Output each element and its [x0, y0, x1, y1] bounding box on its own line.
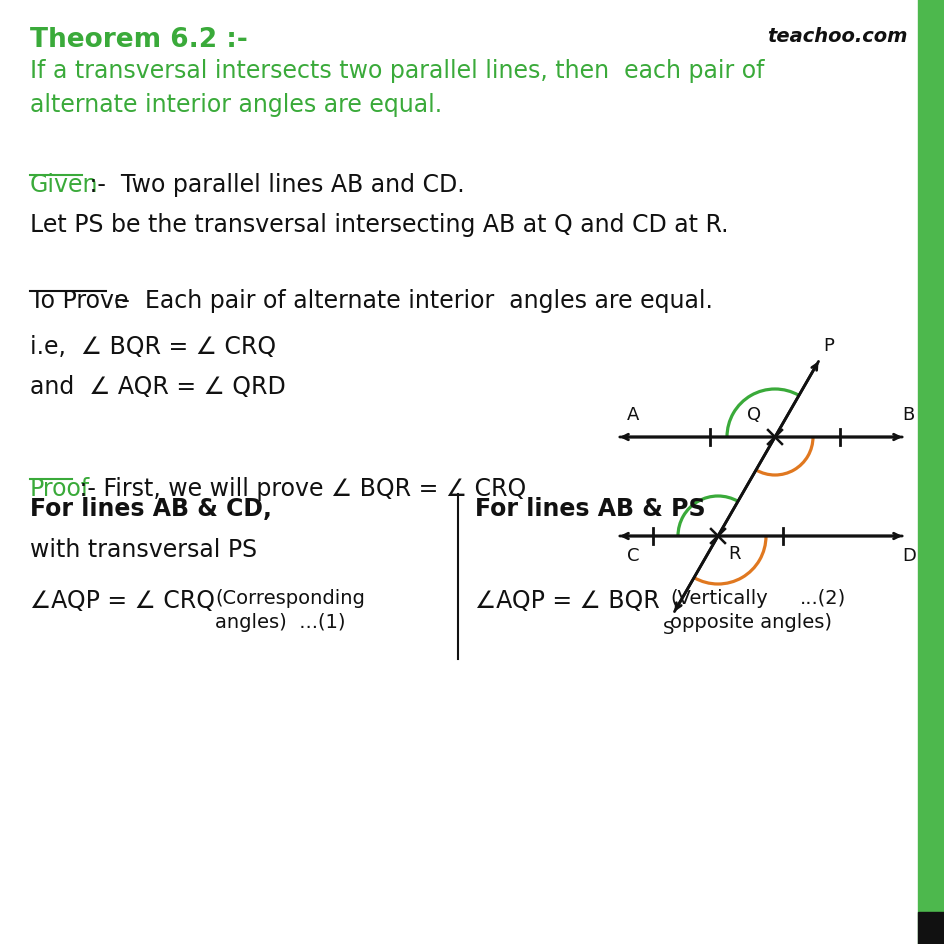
- Text: If a transversal intersects two parallel lines, then  each pair of: If a transversal intersects two parallel…: [30, 59, 764, 83]
- Text: For lines AB & CD,: For lines AB & CD,: [30, 497, 272, 520]
- Text: ...(2): ...(2): [800, 588, 846, 607]
- Text: S: S: [662, 619, 673, 637]
- Text: :- First, we will prove ∠ BQR = ∠ CRQ: :- First, we will prove ∠ BQR = ∠ CRQ: [72, 477, 526, 500]
- Text: ∠AQP = ∠ CRQ: ∠AQP = ∠ CRQ: [30, 588, 215, 613]
- Text: ∠AQP = ∠ BQR: ∠AQP = ∠ BQR: [475, 588, 659, 613]
- Text: :-  Each pair of alternate interior  angles are equal.: :- Each pair of alternate interior angle…: [106, 289, 712, 312]
- Text: For lines AB & PS: For lines AB & PS: [475, 497, 705, 520]
- Text: B: B: [901, 406, 913, 424]
- Text: Given: Given: [30, 173, 98, 196]
- Text: angles)  ...(1): angles) ...(1): [215, 613, 346, 632]
- Bar: [917, 0, 944, 944]
- Text: Let PS be the transversal intersecting AB at Q and CD at R.: Let PS be the transversal intersecting A…: [30, 212, 728, 237]
- Text: Proof: Proof: [30, 477, 91, 500]
- Text: (Vertically: (Vertically: [669, 588, 767, 607]
- Bar: [917, 912, 944, 944]
- Text: alternate interior angles are equal.: alternate interior angles are equal.: [30, 93, 442, 117]
- Text: opposite angles): opposite angles): [669, 613, 831, 632]
- Text: (Corresponding: (Corresponding: [215, 588, 364, 607]
- Text: P: P: [822, 337, 833, 355]
- Text: A: A: [626, 406, 639, 424]
- Text: i.e,  ∠ BQR = ∠ CRQ: i.e, ∠ BQR = ∠ CRQ: [30, 334, 276, 359]
- Text: R: R: [727, 545, 740, 563]
- Text: To Prove: To Prove: [30, 289, 128, 312]
- Text: teachoo.com: teachoo.com: [767, 27, 907, 46]
- Text: with transversal PS: with transversal PS: [30, 537, 257, 562]
- Text: Theorem 6.2 :-: Theorem 6.2 :-: [30, 27, 247, 53]
- Text: and  ∠ AQR = ∠ QRD: and ∠ AQR = ∠ QRD: [30, 375, 285, 398]
- Text: :-  Two parallel lines AB and CD.: :- Two parallel lines AB and CD.: [82, 173, 464, 196]
- Text: C: C: [626, 547, 639, 565]
- Text: Q: Q: [746, 406, 760, 424]
- Text: D: D: [901, 547, 915, 565]
